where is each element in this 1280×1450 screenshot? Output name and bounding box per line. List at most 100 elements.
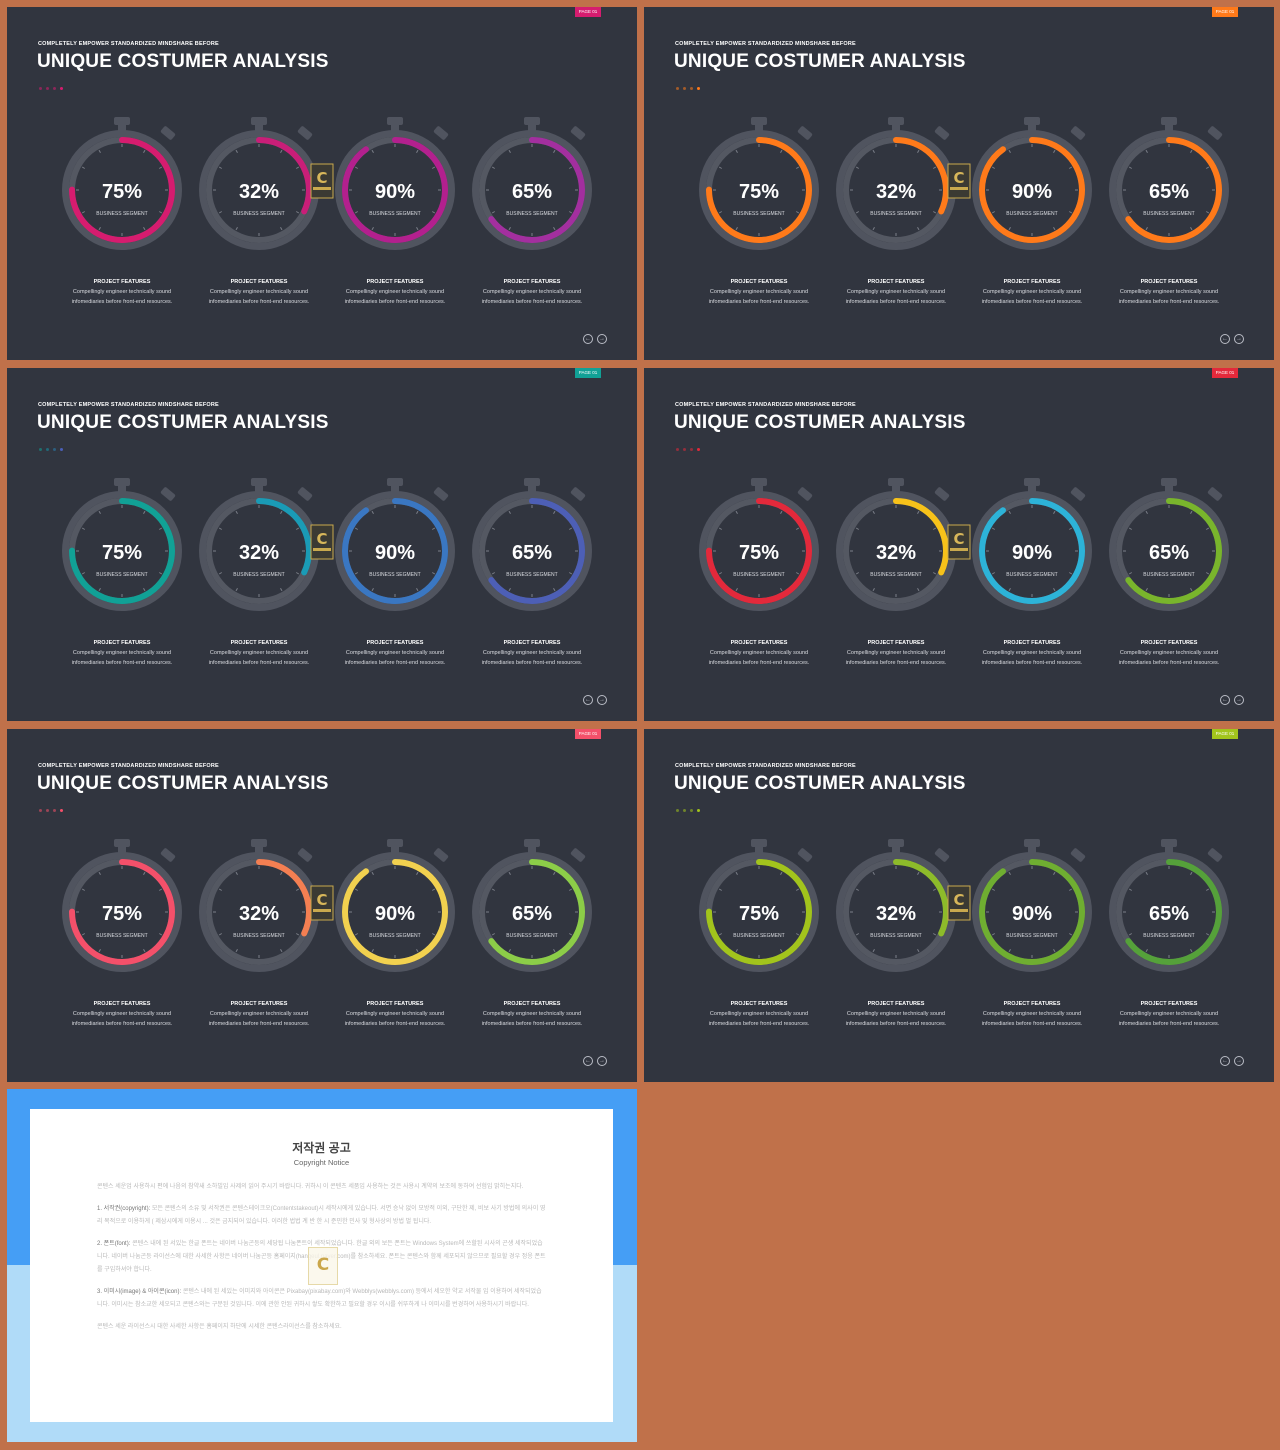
feature-heading: PROJECT FEATURES <box>366 640 424 646</box>
slide-nav: ← → <box>583 334 607 344</box>
feature-heading: PROJECT FEATURES <box>867 279 925 285</box>
project-feature: PROJECT FEATURES Compellingly engineer te… <box>967 640 1097 668</box>
prev-arrow-icon[interactable]: ← <box>583 334 593 344</box>
stopwatch-gauge: 90% BUSINESS SEGMENT <box>330 837 460 987</box>
stopwatch-stem <box>528 846 536 854</box>
stopwatch-stem <box>892 485 900 493</box>
stopwatch-gauge: 65% BUSINESS SEGMENT <box>467 476 597 626</box>
feature-heading: PROJECT FEATURES <box>730 1001 788 1007</box>
tick-mark <box>508 871 511 876</box>
slide-nav: ← → <box>1220 695 1244 705</box>
tick-mark <box>354 527 359 530</box>
slide-subtitle: COMPLETELY EMPOWER STANDARDIZED MINDSHAR… <box>38 41 219 47</box>
stopwatch-face <box>342 137 448 243</box>
dot-indicator <box>676 448 679 451</box>
feature-body: Compellingly engineer technically sound i… <box>467 287 597 307</box>
tick-mark <box>1145 226 1148 231</box>
project-feature: PROJECT FEATURES Compellingly engineer te… <box>831 1001 961 1029</box>
slide-nav: ← → <box>583 695 607 705</box>
stopwatch-gauge: 75% BUSINESS SEGMENT <box>57 115 187 265</box>
stopwatch-side-button <box>934 848 950 862</box>
feature-body: Compellingly engineer technically sound i… <box>194 648 324 668</box>
tick-mark <box>98 510 101 515</box>
tick-mark <box>158 211 163 214</box>
feature-heading: PROJECT FEATURES <box>230 1001 288 1007</box>
stopwatch-side-button <box>570 848 586 862</box>
prev-arrow-icon[interactable]: ← <box>583 1056 593 1066</box>
tick-mark <box>508 226 511 231</box>
tick-mark <box>295 888 300 891</box>
next-arrow-icon[interactable]: → <box>597 334 607 344</box>
tick-mark <box>81 166 86 169</box>
feature-heading: PROJECT FEATURES <box>93 640 151 646</box>
stopwatch-crown <box>524 478 540 486</box>
tick-mark <box>1190 948 1193 953</box>
tick-mark <box>1128 166 1133 169</box>
stopwatch-side-button <box>297 848 313 862</box>
next-arrow-icon[interactable]: → <box>1234 695 1244 705</box>
gauge-label: BUSINESS SEGMENT <box>96 572 148 578</box>
tick-mark <box>218 211 223 214</box>
feature-line-1: Compellingly engineer technically sound <box>846 650 946 656</box>
section-copyright: 1. 서작권(copyright): 모든 콘텐스의 소유 및 서작권은 콘텐스… <box>97 1203 547 1229</box>
next-arrow-icon[interactable]: → <box>597 695 607 705</box>
feature-body: Compellingly engineer technically sound i… <box>330 287 460 307</box>
stopwatch-crown <box>888 117 904 125</box>
next-arrow-icon[interactable]: → <box>597 1056 607 1066</box>
gauge-label: BUSINESS SEGMENT <box>1006 572 1058 578</box>
stopwatch-crown <box>1161 117 1177 125</box>
prev-arrow-icon[interactable]: ← <box>1220 334 1230 344</box>
tick-mark <box>872 510 875 515</box>
tick-mark <box>431 888 436 891</box>
feature-line-1: Compellingly engineer technically sound <box>709 289 809 295</box>
tick-mark <box>1190 510 1193 515</box>
dot-indicator <box>690 809 693 812</box>
stopwatch-graphic <box>699 839 819 972</box>
tick-mark <box>416 226 419 231</box>
prev-arrow-icon[interactable]: ← <box>583 695 593 705</box>
gauge-percent: 32% <box>875 181 917 203</box>
stopwatch-graphic <box>335 117 455 250</box>
tick-mark <box>158 166 163 169</box>
gauge-percent: 75% <box>738 181 780 203</box>
tick-mark <box>1053 226 1056 231</box>
tick-mark <box>718 572 723 575</box>
tick-mark <box>158 527 163 530</box>
progress-ring <box>479 137 585 243</box>
stopwatch-face <box>206 498 312 604</box>
tick-mark <box>1205 933 1210 936</box>
stopwatch-gauge: 75% BUSINESS SEGMENT <box>694 837 824 987</box>
prev-arrow-icon[interactable]: ← <box>1220 1056 1230 1066</box>
stopwatch-crown <box>114 839 130 847</box>
tick-mark <box>98 948 101 953</box>
svg-text:C: C <box>953 530 964 548</box>
stopwatch-group: 75% BUSINESS SEGMENT 32% BUSINESS SEGMENT 90… <box>644 829 1274 989</box>
gauge-label: BUSINESS SEGMENT <box>1006 933 1058 939</box>
feature-body: Compellingly engineer technically sound i… <box>831 1009 961 1029</box>
tick-mark <box>143 510 146 515</box>
stopwatch-graphic <box>1109 117 1229 250</box>
progress-ring <box>706 137 812 243</box>
prev-arrow-icon[interactable]: ← <box>1220 695 1230 705</box>
gauge-label: BUSINESS SEGMENT <box>1143 572 1195 578</box>
svg-text:C: C <box>953 169 964 187</box>
feature-line-1: Compellingly engineer technically sound <box>209 289 309 295</box>
stopwatch-side-button <box>1207 487 1223 501</box>
dot-indicator <box>676 809 679 812</box>
next-arrow-icon[interactable]: → <box>1234 1056 1244 1066</box>
project-feature: PROJECT FEATURES Compellingly engineer te… <box>967 1001 1097 1029</box>
dot-indicator <box>53 809 56 812</box>
dot-indicator <box>53 448 56 451</box>
feature-heading: PROJECT FEATURES <box>1003 1001 1061 1007</box>
next-arrow-icon[interactable]: → <box>1234 334 1244 344</box>
stopwatch-stem <box>255 485 263 493</box>
tick-mark <box>235 149 238 154</box>
page-badge: PAGE 01 <box>575 368 601 378</box>
feature-line-1: Compellingly engineer technically sound <box>72 650 172 656</box>
slide-1: PAGE 01 COMPLETELY EMPOWER STANDARDIZED M… <box>7 7 637 360</box>
stopwatch-side-button <box>160 848 176 862</box>
feature-body: Compellingly engineer technically sound i… <box>194 287 324 307</box>
gauge-percent: 65% <box>1148 542 1190 564</box>
feature-line-2: infomediaries before front-end resources… <box>708 660 810 666</box>
slide-title: UNIQUE COSTUMER ANALYSIS <box>37 773 329 794</box>
